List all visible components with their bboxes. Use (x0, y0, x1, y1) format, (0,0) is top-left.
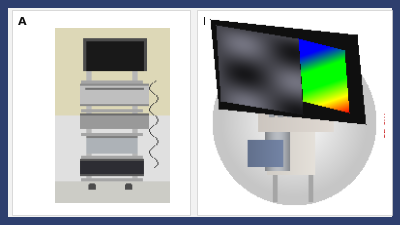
Text: 12 cm: 12 cm (379, 112, 388, 138)
Text: B: B (203, 17, 211, 27)
Text: A: A (18, 17, 27, 27)
FancyBboxPatch shape (8, 8, 392, 217)
FancyBboxPatch shape (197, 10, 392, 215)
FancyBboxPatch shape (12, 10, 190, 215)
